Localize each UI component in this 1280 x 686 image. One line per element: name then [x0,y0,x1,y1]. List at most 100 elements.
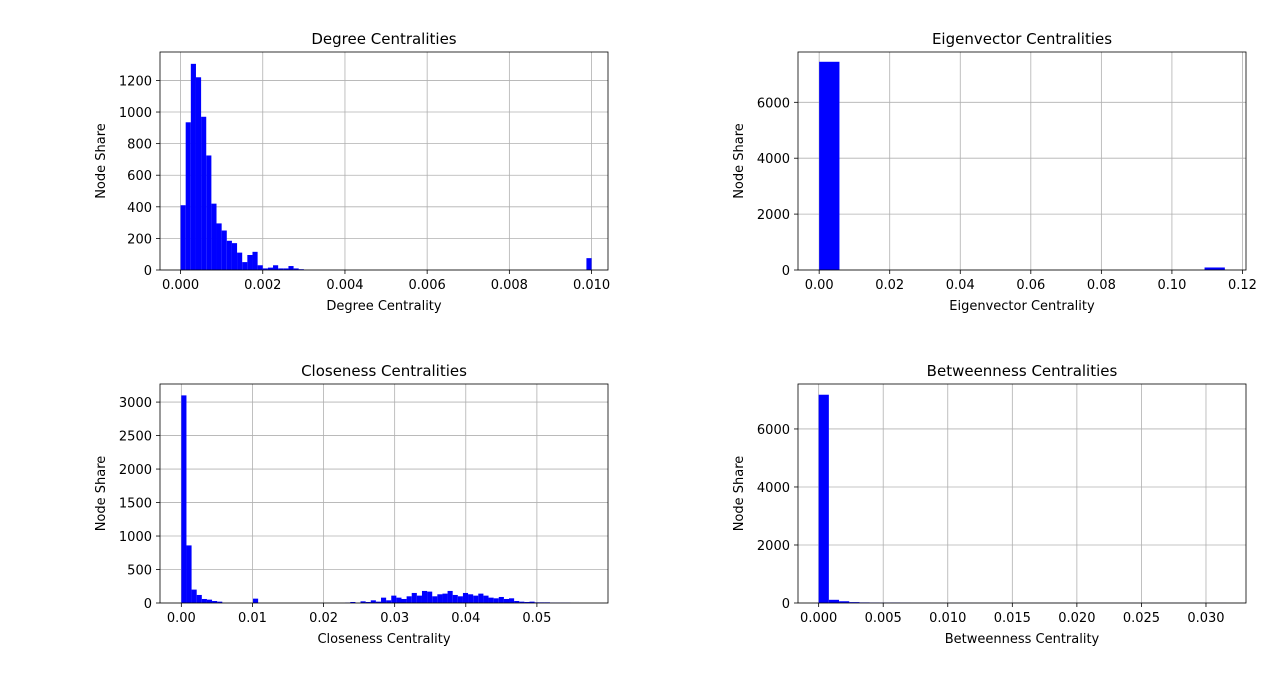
y-tick-label: 2000 [119,463,152,478]
histogram-bar [252,251,258,270]
y-tick-label: 0 [144,264,152,279]
histogram-bar [217,601,223,603]
histogram-bar [185,122,191,270]
axes-frame [159,383,609,604]
histogram-bar [478,593,484,603]
histogram-bar [242,262,248,270]
histogram-bar [190,63,196,270]
histogram-bar [195,77,202,270]
histogram-bar [406,596,412,603]
histogram-bar [288,266,294,270]
y-tick-label: 0 [782,264,790,279]
histogram-bar [447,590,453,603]
histogram-bar [498,596,504,603]
histogram-bar [442,593,448,603]
chart-panel-3: 0.000 0.005 0.010 0.015 0.020 0.025 0.030 0 2000… [732,362,1247,647]
x-tick-label: 0.030 [1187,611,1224,626]
histogram-bar [529,601,535,603]
y-tick-label: 4000 [757,481,790,496]
x-tick-label: 0.10 [1157,278,1186,293]
histogram-bar [493,598,499,603]
histogram-bar [386,600,392,603]
chart-title: Degree Centralities [311,30,456,48]
histogram-bar [452,594,458,603]
histogram-bar [503,598,510,603]
x-tick-label: 0.02 [875,278,904,293]
histogram-bar [839,601,850,603]
x-tick-label: 0.004 [326,278,363,293]
y-tick-label: 1000 [119,530,152,545]
x-tick-label: 0.01 [238,611,267,626]
histogram-bar [181,395,187,603]
x-tick-label: 0.06 [1016,278,1045,293]
histogram-bar [818,394,829,603]
x-tick-label: 0.002 [244,278,281,293]
x-tick-label: 0.03 [380,611,409,626]
y-tick-label: 0 [144,597,152,612]
chart-panel-0: 0.000 0.002 0.004 0.006 0.008 0.010 0 200 400 600… [94,30,610,314]
histogram-bar [201,598,207,603]
x-tick-label: 0.08 [1087,278,1116,293]
histogram-bar [509,598,515,603]
x-tick-label: 0.025 [1123,611,1160,626]
histogram-bar [247,254,253,270]
histogram-bar [524,601,530,603]
chart-title: Closeness Centralities [301,362,467,380]
y-tick-label: 2500 [119,430,152,445]
histogram-bar [201,116,207,270]
histogram-bar [186,545,192,603]
histogram-bar [262,268,268,270]
x-axis-label: Eigenvector Centrality [949,299,1095,314]
x-tick-label: 0.015 [994,611,1031,626]
y-tick-label: 800 [127,138,152,153]
histogram-bar [483,595,489,603]
y-tick-label: 2000 [757,539,790,554]
x-axis-label: Betweenness Centrality [945,632,1100,647]
y-tick-label: 500 [127,564,152,579]
histogram-bar [432,596,438,603]
y-tick-label: 1000 [119,106,152,121]
axes-frame [159,51,609,271]
histogram-bar [350,601,356,603]
histogram-bar [457,596,463,603]
x-tick-label: 0.008 [491,278,528,293]
histogram-bar [849,602,860,603]
histogram-bar [278,268,284,270]
y-tick-label: 400 [127,201,152,216]
x-tick-label: 0.005 [865,611,902,626]
histogram-bar [828,599,840,603]
histogram-bar [391,595,397,603]
histogram-bar [401,598,407,603]
histogram-bar [381,597,387,603]
histogram-bar [257,265,263,270]
y-axis-label: Node Share [94,123,109,199]
histogram-bar [226,240,232,270]
axes-frame [797,383,1247,604]
y-tick-label: 2000 [757,208,790,223]
x-axis-label: Closeness Centrality [317,632,450,647]
x-tick-label: 0.020 [1058,611,1095,626]
x-tick-label: 0.006 [409,278,446,293]
x-tick-label: 0.010 [929,611,966,626]
histogram-bar [180,205,186,270]
histogram-bar [293,268,299,270]
y-axis-label: Node Share [732,456,747,532]
y-tick-label: 200 [127,232,152,247]
y-tick-label: 6000 [757,423,790,438]
histogram-bar [191,589,197,603]
x-tick-label: 0.010 [573,278,610,293]
histogram-bar [468,594,474,603]
histogram-bar [221,230,227,270]
y-tick-label: 0 [782,597,790,612]
chart-panel-2: 0.00 0.01 0.02 0.03 0.04 0.05 0 500 1000 1500 2000… [94,362,609,647]
chart-title: Eigenvector Centralities [932,30,1112,48]
chart-panel-1: 0.00 0.02 0.04 0.06 0.08 0.10 0.12 0 2000 4000 600… [732,30,1257,314]
axes-frame [797,51,1247,271]
histogram-bar [586,258,592,270]
histogram-bar [396,597,402,603]
histogram-bar [267,267,274,270]
histogram-bar [416,595,422,603]
x-tick-label: 0.05 [522,611,551,626]
x-tick-label: 0.12 [1228,278,1257,293]
